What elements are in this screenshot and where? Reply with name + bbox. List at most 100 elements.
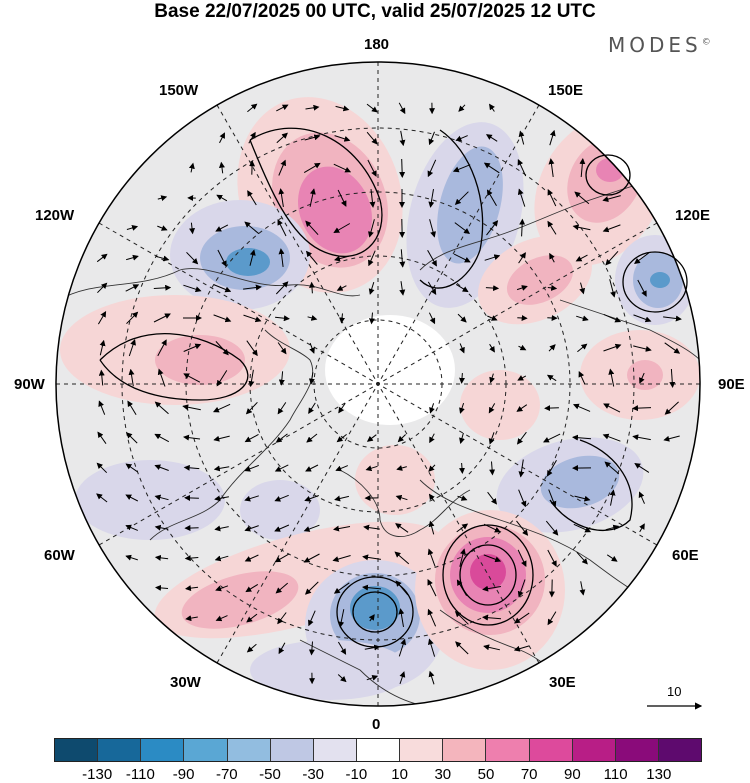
wind-arrow [126, 432, 138, 444]
wind-arrow [183, 284, 202, 293]
anomaly-shading [60, 97, 700, 700]
wind-arrow [214, 555, 229, 562]
wind-arrow [157, 368, 166, 387]
colorbar-tick-label: -70 [215, 766, 238, 783]
wind-arrow [337, 189, 347, 207]
wind-arrow [278, 642, 286, 655]
wind-arrow [428, 131, 435, 146]
wind-arrow [337, 674, 347, 683]
wind-arrow [213, 284, 232, 293]
wind-arrow [427, 249, 437, 267]
wind-arrow [428, 464, 436, 472]
wind-arrow [516, 431, 527, 445]
wind-arrow [489, 461, 496, 476]
wind-arrow [99, 339, 106, 356]
wind-arrow [574, 495, 591, 502]
colorbar-tick-label: -50 [259, 766, 281, 783]
wind-arrow [518, 459, 525, 478]
wind-arrow [549, 129, 556, 146]
wind-arrow [246, 643, 257, 653]
wind-arrow [365, 465, 378, 472]
wind-arrow [664, 342, 681, 354]
wind-arrow [428, 493, 435, 502]
wind-arrow [517, 314, 528, 321]
wind-arrow [572, 434, 592, 441]
wind-arrow [336, 285, 347, 291]
wind-arrow [573, 523, 592, 533]
wind-arrow [517, 549, 527, 568]
wind-arrow [576, 551, 588, 565]
wind-arrow [427, 548, 436, 567]
wind-arrow [427, 638, 436, 657]
wind-arrow [125, 554, 138, 561]
wind-arrow [546, 374, 557, 382]
wind-arrow [247, 103, 258, 113]
wind-arrow [305, 464, 319, 472]
wind-arrow [572, 224, 591, 231]
colorbar-tick-label: -90 [172, 766, 195, 783]
wind-arrow [155, 584, 169, 591]
wind-arrow [366, 675, 379, 681]
wind-arrow [335, 105, 350, 112]
wind-arrow [307, 314, 318, 321]
wind-arrow [576, 315, 589, 322]
wind-arrow [513, 645, 530, 652]
wind-arrow [274, 464, 289, 472]
wind-arrow [454, 610, 469, 625]
wind-arrow [306, 433, 318, 443]
colorbar-tick-label: -10 [345, 766, 368, 783]
wind-arrow [248, 369, 255, 388]
colorbar-swatch [356, 739, 401, 761]
wind-arrow [128, 368, 135, 387]
wind-arrow [395, 523, 409, 533]
wind-arrow [245, 583, 259, 593]
wind-arrow [153, 284, 172, 291]
wind-arrow [338, 403, 346, 414]
wind-arrow [608, 368, 615, 387]
wind-arrow [366, 131, 378, 145]
wind-arrow [277, 219, 287, 237]
wind-arrow [243, 284, 262, 291]
colorbar-swatch [529, 739, 573, 761]
wind-arrow [98, 400, 106, 415]
wind-arrow [483, 554, 502, 563]
colorbar-ticks: -130 -110 -90 -70 -50 -30 -10 10 30 50 70 90 110 130 [0, 766, 750, 783]
wind-arrow [339, 313, 346, 324]
wind-arrow [277, 612, 287, 625]
wind-arrow [274, 494, 289, 502]
modes-logo: MODES© [608, 33, 711, 57]
lon-label-60e: 60E [672, 547, 699, 564]
wind-arrow [429, 219, 436, 238]
lon-label-bottom: 0 [372, 716, 381, 733]
wind-arrow [542, 433, 561, 443]
wind-arrow [516, 404, 528, 412]
wind-arrow [277, 402, 287, 415]
wind-arrow [634, 463, 650, 473]
wind-arrow [154, 524, 169, 531]
wind-arrow [455, 135, 468, 142]
wind-arrow [364, 644, 381, 651]
wind-arrow [367, 159, 377, 177]
wind-arrow [456, 579, 468, 597]
wind-arrow [544, 405, 559, 412]
wind-arrow [244, 221, 260, 235]
colorbar-swatch [270, 739, 314, 761]
wind-arrow [368, 281, 375, 295]
wind-arrow [276, 132, 288, 144]
colorbar-tick-label: -110 [125, 766, 155, 783]
wind-arrow [482, 614, 502, 621]
wind-arrow [246, 613, 258, 623]
wind-arrow [637, 279, 647, 297]
colorbar-tick-label: 10 [391, 766, 408, 783]
wind-arrow [632, 405, 652, 412]
wind-arrow [483, 644, 501, 651]
wind-arrow [429, 433, 435, 444]
wind-arrow [97, 282, 108, 294]
wind-arrow [278, 371, 285, 386]
wind-arrow [97, 311, 107, 325]
wind-arrow [278, 188, 285, 207]
wind-arrow [399, 671, 406, 685]
wind-arrow [275, 582, 289, 594]
wind-arrow [276, 104, 289, 112]
wind-arrow [663, 315, 682, 322]
